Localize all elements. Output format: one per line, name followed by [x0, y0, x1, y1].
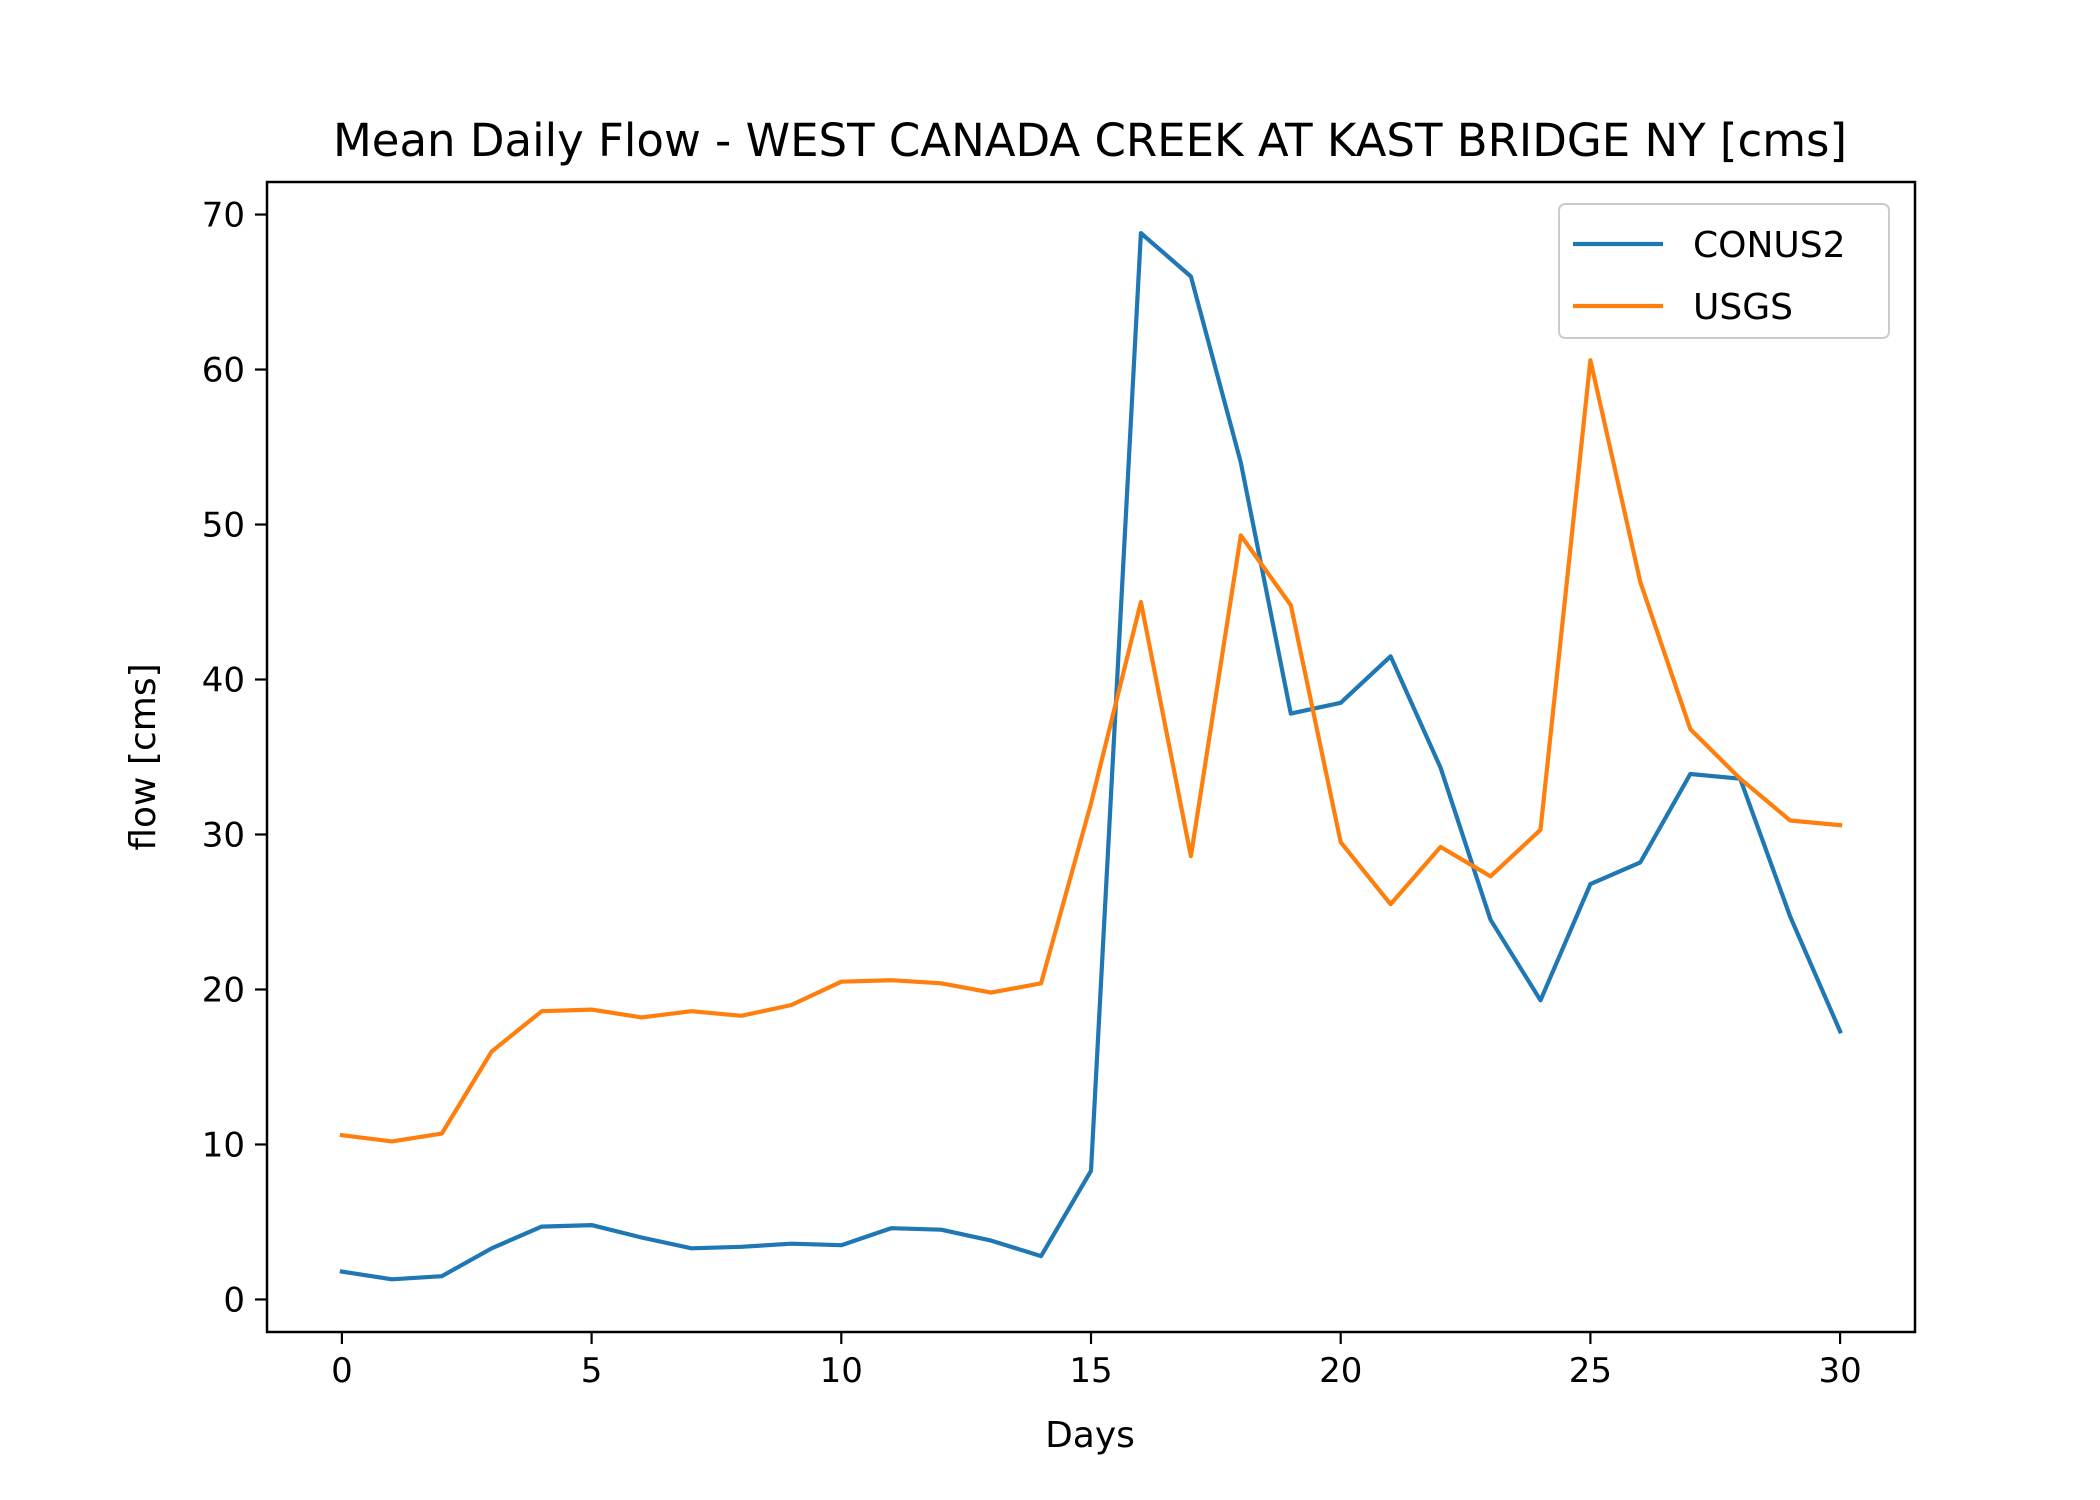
chart-title: Mean Daily Flow - WEST CANADA CREEK AT K… [333, 114, 1847, 167]
x-tick-label: 25 [1569, 1351, 1612, 1391]
x-axis: 0 5 10 15 20 25 30 [331, 1332, 1862, 1391]
y-tick-label: 60 [202, 351, 245, 391]
legend: CONUS2 USGS [1558, 203, 1890, 339]
y-tick-label: 40 [202, 661, 245, 701]
y-axis: 0 10 20 30 40 50 60 70 [202, 196, 267, 1320]
x-tick-label: 15 [1069, 1351, 1112, 1391]
x-tick-label: 20 [1319, 1351, 1362, 1391]
plot-lines [339, 231, 1843, 1282]
x-tick-label: 0 [331, 1351, 353, 1391]
series-line-conus2 [339, 231, 1843, 1282]
x-tick-label: 30 [1818, 1351, 1861, 1391]
y-tick-label: 20 [202, 970, 245, 1010]
y-tick-label: 50 [202, 506, 245, 546]
legend-label-usgs: USGS [1693, 287, 1793, 328]
y-tick-label: 70 [202, 196, 245, 236]
y-axis-label: flow [cms] [123, 663, 164, 850]
x-tick-label: 5 [581, 1351, 603, 1391]
x-axis-label: Days [1045, 1415, 1135, 1456]
x-tick-label: 10 [820, 1351, 863, 1391]
y-tick-label: 0 [223, 1280, 245, 1320]
series-line-usgs [339, 358, 1843, 1144]
y-tick-label: 30 [202, 815, 245, 855]
legend-label-conus2: CONUS2 [1693, 225, 1846, 266]
y-tick-label: 10 [202, 1125, 245, 1165]
